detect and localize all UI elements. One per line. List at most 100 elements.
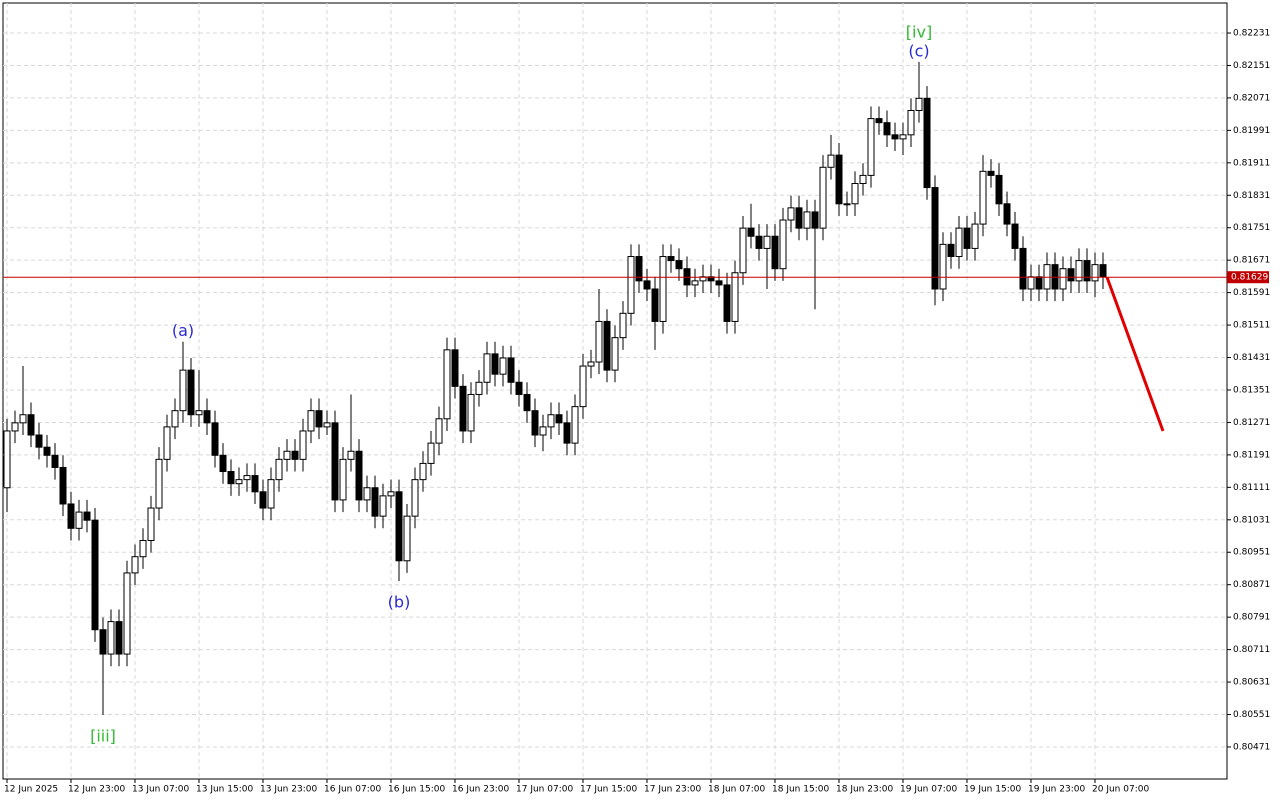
x-tick-label: 16 Jun 07:00 <box>324 785 381 795</box>
candle-body <box>611 337 619 371</box>
candle-body <box>355 450 363 501</box>
x-tick-label: 19 Jun 23:00 <box>1028 785 1085 795</box>
candle-body <box>27 414 35 436</box>
y-tick-label: 0.80551 <box>1233 710 1270 720</box>
x-tick-label: 13 Jun 15:00 <box>196 785 253 795</box>
candle-body <box>851 183 859 205</box>
x-tick-label: 20 Jun 07:00 <box>1092 785 1149 795</box>
candle-body <box>939 243 947 290</box>
y-tick-label: 0.81271 <box>1233 418 1270 428</box>
y-tick-label: 0.81911 <box>1233 158 1270 168</box>
candle-body <box>643 280 651 290</box>
x-tick-label: 19 Jun 15:00 <box>964 785 1021 795</box>
x-tick-label: 17 Jun 15:00 <box>580 785 637 795</box>
candle-body <box>771 235 779 270</box>
candle-body <box>75 511 83 529</box>
candle-body <box>1091 264 1099 282</box>
last-price-box <box>1227 271 1269 284</box>
candle-body <box>139 539 147 558</box>
candle-body <box>299 430 307 460</box>
candle-body <box>83 511 91 521</box>
wave-label: [iii] <box>90 726 116 745</box>
y-tick-label: 0.81831 <box>1233 191 1270 201</box>
candle-body <box>659 256 667 322</box>
candle-body <box>163 426 171 460</box>
candle-body <box>923 97 931 189</box>
candle-body <box>451 349 459 387</box>
candle-body <box>1083 260 1091 282</box>
x-tick-label: 17 Jun 07:00 <box>516 785 573 795</box>
candle-body <box>491 353 499 375</box>
candle-body <box>371 487 379 517</box>
plot-frame <box>2 2 1228 780</box>
candle-body <box>979 170 987 225</box>
candle-body <box>899 134 907 140</box>
candle-body <box>395 491 403 562</box>
candle-body <box>827 154 835 168</box>
candle-body <box>443 349 451 420</box>
candle-body <box>803 211 811 229</box>
candle-body <box>251 475 259 493</box>
candle-body <box>475 381 483 395</box>
candle-body <box>691 280 699 286</box>
candle-body <box>99 629 107 655</box>
y-tick-label: 0.81991 <box>1233 126 1270 136</box>
candle-body <box>59 466 67 505</box>
candle-body <box>739 227 747 274</box>
candle-body <box>515 381 523 395</box>
candle-body <box>211 422 219 456</box>
candle-body <box>731 272 739 322</box>
candle-body <box>339 458 347 501</box>
wave-label: (b) <box>388 593 411 612</box>
candle-body <box>675 260 683 270</box>
wave-label: [iv] <box>906 22 932 41</box>
candle-body <box>595 320 603 363</box>
wave-label: (c) <box>908 41 929 60</box>
candle-body <box>243 475 251 481</box>
candle-body <box>763 235 771 249</box>
candle-body <box>635 256 643 282</box>
y-tick-label: 0.80791 <box>1233 613 1270 623</box>
y-tick-label: 0.81431 <box>1233 353 1270 363</box>
candle-body <box>1059 268 1067 290</box>
y-tick-label: 0.80951 <box>1233 548 1270 558</box>
candle-body <box>283 450 291 460</box>
x-tick-label: 18 Jun 23:00 <box>836 785 893 795</box>
candle-body <box>603 320 611 371</box>
candle-body <box>547 414 555 428</box>
candle-body <box>331 422 339 501</box>
y-tick-label: 0.81591 <box>1233 288 1270 298</box>
candle-body <box>875 118 883 124</box>
candle-body <box>755 235 763 249</box>
candle-body <box>35 434 43 448</box>
candle-body <box>131 556 139 574</box>
candle-body <box>723 284 731 322</box>
candle-body <box>995 174 1003 205</box>
candle-body <box>1075 260 1083 282</box>
x-tick-label: 12 Jun 23:00 <box>68 785 125 795</box>
candle-body <box>67 503 75 529</box>
candle-body <box>883 122 891 136</box>
wave-label: (a) <box>172 321 194 340</box>
candle-body <box>91 519 99 631</box>
y-tick-label: 0.81751 <box>1233 223 1270 233</box>
y-tick-label: 0.81351 <box>1233 385 1270 395</box>
candle-body <box>651 288 659 322</box>
candle-body <box>419 462 427 481</box>
candle-body <box>867 118 875 176</box>
candle-body <box>1027 276 1035 290</box>
candle-body <box>787 207 795 221</box>
candle-body <box>507 357 515 383</box>
candle-body <box>43 446 51 456</box>
candle-body <box>819 166 827 229</box>
candle-body <box>459 385 467 432</box>
y-tick-label: 0.81111 <box>1233 483 1270 493</box>
candle-body <box>667 256 675 262</box>
candle-body <box>259 491 267 509</box>
x-tick-label: 19 Jun 07:00 <box>900 785 957 795</box>
candle-body <box>931 187 939 290</box>
candle-body <box>499 357 507 375</box>
candle-body <box>1067 268 1075 282</box>
